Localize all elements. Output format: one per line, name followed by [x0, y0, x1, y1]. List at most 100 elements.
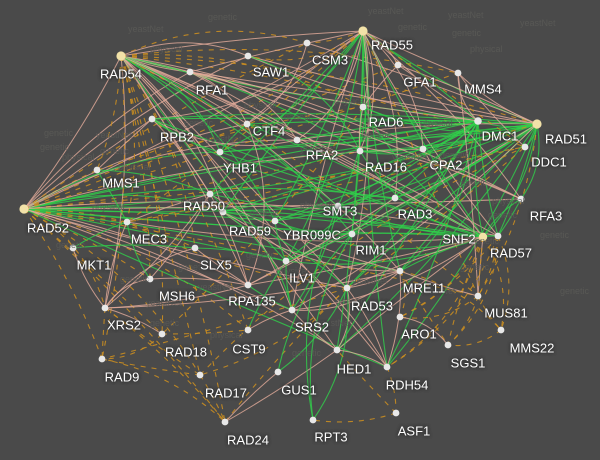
edge-genetic[interactable] — [126, 221, 348, 289]
node-ddc1[interactable] — [521, 143, 529, 151]
edge-genetic[interactable] — [161, 329, 249, 335]
edge-yeastNet[interactable] — [23, 208, 401, 272]
edge-yeastNet[interactable] — [386, 123, 538, 368]
edge-physical[interactable] — [189, 71, 522, 200]
node-rad18[interactable] — [158, 330, 166, 338]
edge-physical[interactable] — [399, 316, 449, 346]
edge-yeastNet[interactable] — [120, 55, 339, 207]
edge-genetic[interactable] — [126, 30, 364, 223]
node-rpt3[interactable] — [309, 416, 317, 424]
edge-physical[interactable] — [120, 55, 401, 272]
edge-physical[interactable] — [23, 55, 249, 210]
edge-genetic[interactable] — [477, 295, 502, 331]
edge-physical[interactable] — [23, 208, 338, 351]
edge-genetic[interactable] — [120, 54, 364, 108]
node-ctf4[interactable] — [243, 120, 251, 128]
edge-yeastNet[interactable] — [72, 221, 128, 249]
edge-genetic[interactable] — [126, 146, 526, 223]
edge-physical[interactable] — [224, 349, 338, 423]
edge-physical[interactable] — [336, 349, 388, 368]
edge-physical[interactable] — [246, 30, 364, 125]
edge-physical[interactable] — [149, 277, 249, 286]
edge-physical[interactable] — [104, 284, 249, 309]
node-rad6[interactable] — [359, 103, 367, 111]
edge-yeastNet[interactable] — [362, 30, 388, 368]
edge-genetic[interactable] — [477, 236, 484, 297]
node-xrs2[interactable] — [101, 304, 109, 312]
node-srs2[interactable] — [288, 306, 296, 314]
edge-physical[interactable] — [189, 71, 298, 141]
edge-yeastNet[interactable] — [209, 193, 484, 238]
edge-physical[interactable] — [120, 55, 298, 141]
node-mec3[interactable] — [123, 218, 131, 226]
edge-yeastNet[interactable] — [247, 260, 287, 331]
edge-physical[interactable] — [104, 55, 126, 309]
node-rim1[interactable] — [348, 230, 356, 238]
edge-physical[interactable] — [120, 55, 424, 150]
edge-yeastNet[interactable] — [247, 55, 361, 152]
edge-yeastNet[interactable] — [222, 211, 293, 311]
edge-yeastNet[interactable] — [482, 198, 522, 238]
edge-genetic[interactable] — [23, 208, 249, 331]
edge-physical[interactable] — [247, 309, 293, 331]
edge-genetic[interactable] — [23, 208, 226, 423]
edge-physical[interactable] — [23, 118, 153, 210]
node-rad16[interactable] — [356, 147, 364, 155]
edge-yeastNet[interactable] — [23, 205, 339, 213]
edge-physical[interactable] — [336, 287, 350, 351]
edge-physical[interactable] — [291, 236, 484, 311]
edge-physical[interactable] — [189, 30, 364, 73]
node-cpa2[interactable] — [419, 145, 427, 153]
edge-yeastNet[interactable] — [351, 30, 364, 235]
edge-physical[interactable] — [291, 30, 364, 311]
edge-genetic[interactable] — [120, 55, 151, 280]
edge-yeastNet[interactable] — [277, 287, 348, 373]
edge-yeastNet[interactable] — [285, 260, 293, 311]
edge-genetic[interactable] — [399, 235, 499, 318]
edge-genetic[interactable] — [336, 349, 397, 414]
edge-physical[interactable] — [194, 247, 249, 286]
edge-genetic[interactable] — [199, 146, 526, 376]
edge-genetic[interactable] — [23, 208, 479, 297]
edge-yeastNet[interactable] — [359, 150, 484, 238]
edge-yeastNet[interactable] — [336, 30, 364, 351]
edge-yeastNet[interactable] — [285, 236, 484, 265]
edge-physical[interactable] — [126, 193, 211, 223]
edge-physical[interactable] — [149, 193, 211, 280]
edge-physical[interactable] — [120, 42, 249, 57]
edge-physical[interactable] — [362, 30, 522, 200]
edge-genetic[interactable] — [23, 150, 361, 210]
edge-physical[interactable] — [151, 118, 298, 146]
edge-physical[interactable] — [104, 270, 401, 309]
edge-genetic[interactable] — [362, 30, 526, 148]
edge-yeastNet[interactable] — [151, 113, 479, 122]
node-rfa1[interactable] — [186, 68, 194, 76]
node-rad54[interactable] — [116, 51, 126, 61]
edge-physical[interactable] — [120, 30, 364, 57]
edge-genetic[interactable] — [447, 329, 502, 347]
edge-genetic[interactable] — [23, 64, 399, 210]
edge-yeastNet[interactable] — [96, 169, 211, 195]
edge-genetic[interactable] — [399, 270, 449, 346]
edge-genetic[interactable] — [199, 374, 226, 423]
node-smt3[interactable] — [334, 202, 342, 210]
edge-physical[interactable] — [189, 71, 248, 125]
edge-yeastNet[interactable] — [274, 220, 353, 235]
edge-physical[interactable] — [247, 197, 396, 286]
edge-physical[interactable] — [23, 208, 249, 286]
edge-genetic[interactable] — [224, 287, 348, 423]
node-aro1[interactable] — [396, 313, 404, 321]
edge-physical[interactable] — [96, 118, 153, 171]
edge-yeastNet[interactable] — [23, 208, 276, 222]
edge-yeastNet[interactable] — [285, 233, 353, 262]
edge-yeastNet[interactable] — [23, 208, 287, 262]
edge-genetic[interactable] — [362, 30, 479, 297]
edge-physical[interactable] — [104, 307, 163, 335]
node-csm3[interactable] — [303, 39, 311, 47]
edge-yeastNet[interactable] — [305, 205, 339, 421]
edge-physical[interactable] — [224, 371, 279, 423]
edge-yeastNet[interactable] — [222, 211, 348, 289]
edge-yeastNet[interactable] — [219, 30, 364, 153]
edge-genetic[interactable] — [477, 235, 499, 297]
